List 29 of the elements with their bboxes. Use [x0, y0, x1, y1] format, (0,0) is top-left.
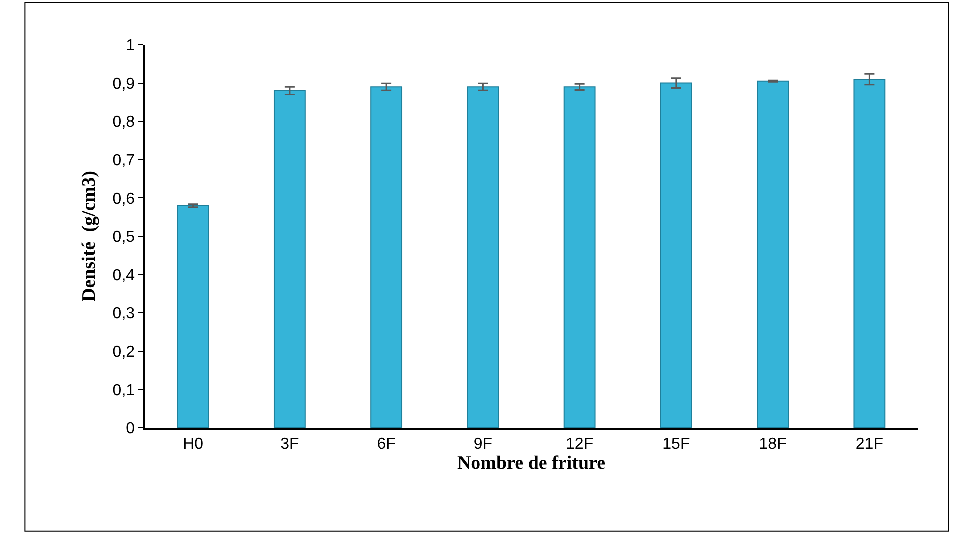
bar [660, 82, 692, 428]
y-tick-label: 0,6 [112, 190, 136, 208]
bar [564, 86, 596, 428]
x-axis-title: Nombre de friture [457, 452, 606, 474]
y-tick-label: 0,4 [112, 267, 136, 284]
bar [177, 205, 210, 428]
y-tick-label: 0,9 [112, 76, 136, 93]
x-tick-label: H0 [183, 436, 204, 453]
bar [854, 78, 886, 428]
bar [370, 86, 403, 428]
x-tick-label: 3F [280, 436, 300, 453]
x-tick-label: 18F [759, 436, 788, 453]
y-tick-label: 0 [126, 420, 136, 438]
y-tick-label: 0,2 [112, 344, 136, 361]
x-tick-label: 15F [662, 436, 690, 453]
y-axis-title: Densité (g/cm3) [79, 171, 100, 302]
y-tick-label: 0,5 [112, 229, 136, 246]
y-tick-label: 0,3 [112, 306, 136, 323]
y-tick-label: 0,7 [112, 152, 136, 170]
bar [757, 80, 790, 428]
bar [467, 86, 500, 428]
x-tick-label: 9F [474, 436, 493, 453]
y-tick-label: 0,1 [112, 382, 136, 400]
bar [274, 90, 306, 428]
y-tick-label: 0,8 [112, 114, 136, 132]
y-tick-label: 1 [126, 38, 136, 55]
x-tick-label: 12F [566, 436, 594, 453]
x-tick-label: 6F [377, 436, 396, 453]
x-tick-label: 21F [856, 436, 884, 453]
